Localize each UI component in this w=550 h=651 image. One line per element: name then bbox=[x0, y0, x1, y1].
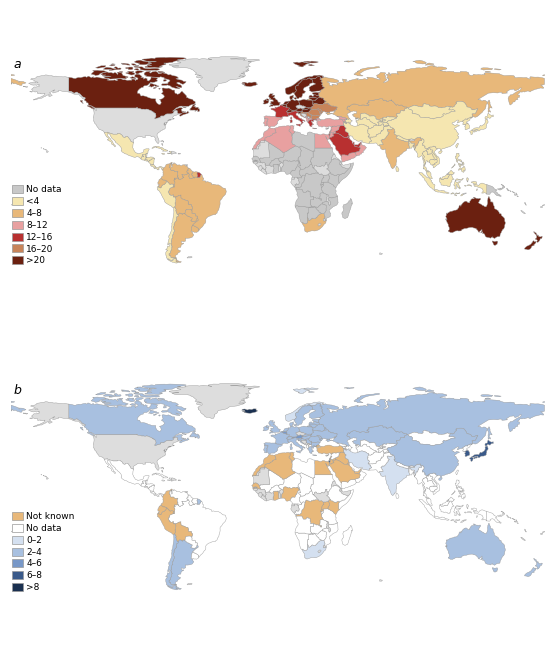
Legend: No data, <4, 4–8, 8–12, 12–16, 16–20, >20: No data, <4, 4–8, 8–12, 12–16, 16–20, >2… bbox=[10, 184, 64, 267]
Text: a: a bbox=[14, 58, 21, 71]
Text: b: b bbox=[14, 384, 22, 397]
Legend: Not known, No data, 0–2, 2–4, 4–6, 6–8, >8: Not known, No data, 0–2, 2–4, 4–6, 6–8, … bbox=[10, 510, 76, 594]
